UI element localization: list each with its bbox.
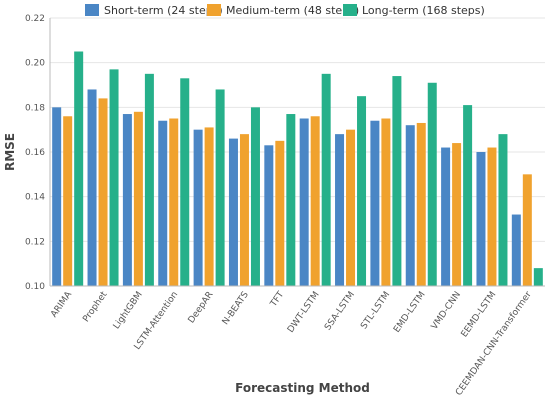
bar-medium-term <box>381 118 391 286</box>
bar-long-term <box>109 69 119 286</box>
bar-medium-term <box>133 111 143 286</box>
bar-medium-term <box>522 174 532 286</box>
y-tick-label: 0.14 <box>25 193 45 203</box>
bar-medium-term <box>452 143 462 286</box>
x-tick-label: SSA-LSTM <box>323 290 357 332</box>
bar-short-term <box>87 89 97 286</box>
bar-short-term <box>370 120 380 286</box>
bar-short-term <box>193 129 203 286</box>
x-tick-label: DeepAR <box>187 290 216 325</box>
legend-swatch <box>343 4 357 16</box>
bar-medium-term <box>169 118 179 286</box>
x-tick-label: VMD-CNN <box>430 290 463 332</box>
x-tick-label: STL-LSTM <box>359 290 392 331</box>
y-axis-title: RMSE <box>3 133 17 171</box>
bar-long-term <box>533 268 543 286</box>
y-tick-label: 0.20 <box>25 59 45 69</box>
x-tick-label: Prophet <box>81 290 109 325</box>
bars <box>52 51 543 287</box>
bar-short-term <box>335 134 345 286</box>
bar-short-term <box>476 152 486 286</box>
bar-medium-term <box>63 116 73 287</box>
legend-label: Long-term (168 steps) <box>362 4 485 17</box>
bar-long-term <box>180 78 190 286</box>
grid-lines <box>50 17 545 287</box>
bar-medium-term <box>346 129 356 286</box>
bar-short-term <box>52 107 62 286</box>
bar-long-term <box>498 134 508 286</box>
bar-medium-term <box>310 116 320 287</box>
bar-short-term <box>122 114 132 287</box>
x-tick-label: N-BEATS <box>221 290 251 327</box>
bar-long-term <box>286 114 296 287</box>
y-tick-label: 0.12 <box>25 237 45 247</box>
legend-swatch <box>85 4 99 16</box>
x-tick-label: EMD-LSTM <box>392 290 428 335</box>
bar-long-term <box>463 105 473 286</box>
y-tick-label: 0.10 <box>25 282 45 292</box>
y-tick-labels: 0.10 0.12 0.14 0.16 0.18 0.20 0.22 <box>25 14 45 292</box>
legend-label: Short-term (24 steps) <box>104 4 223 17</box>
bar-short-term <box>405 125 415 286</box>
x-tick-label: CEEMDAN-CNN-Transformer <box>454 290 534 398</box>
bar-long-term <box>427 82 437 287</box>
y-tick-label: 0.16 <box>25 148 45 158</box>
bar-long-term <box>357 96 367 287</box>
x-tick-label: TFT <box>268 290 286 310</box>
x-axis-title: Forecasting Method <box>235 381 370 395</box>
bar-medium-term <box>487 147 497 286</box>
bar-short-term <box>441 147 451 286</box>
bar-short-term <box>228 138 238 286</box>
legend-swatch <box>207 4 221 16</box>
y-tick-label: 0.22 <box>25 14 45 24</box>
x-tick-label: LightGBM <box>112 290 145 331</box>
legend: Short-term (24 steps) Medium-term (48 ste… <box>85 4 485 17</box>
bar-medium-term <box>98 98 108 287</box>
bar-short-term <box>158 120 168 286</box>
bar-long-term <box>250 107 260 286</box>
legend-label: Medium-term (48 steps) <box>226 4 359 17</box>
bar-long-term <box>321 73 331 286</box>
bar-short-term <box>511 214 521 286</box>
bar-short-term <box>264 145 274 286</box>
x-tick-label: EEMD-LSTM <box>460 290 499 339</box>
bar-long-term <box>74 51 84 286</box>
bar-short-term <box>299 118 309 286</box>
axes <box>49 18 545 287</box>
bar-long-term <box>144 73 154 286</box>
bar-medium-term <box>204 127 214 286</box>
bar-medium-term <box>275 140 285 286</box>
x-tick-label: DWT-LSTM <box>286 290 322 335</box>
bar-long-term <box>215 89 225 286</box>
bar-medium-term <box>416 122 426 286</box>
bar-long-term <box>392 76 402 286</box>
x-tick-label: ARIMA <box>49 289 74 319</box>
y-tick-label: 0.18 <box>25 103 45 113</box>
bar-medium-term <box>239 134 249 286</box>
